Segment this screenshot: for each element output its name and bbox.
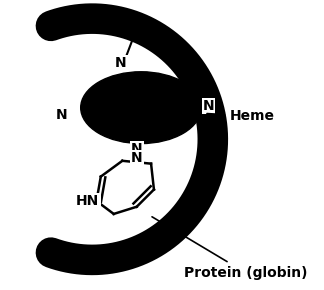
Ellipse shape [81,72,201,144]
Text: Protein (globin): Protein (globin) [152,217,307,280]
Text: N: N [115,56,127,70]
Text: N: N [131,151,143,165]
Text: O$_2$: O$_2$ [133,12,154,31]
Text: Heme: Heme [207,109,275,123]
Text: N: N [56,108,68,122]
Text: N: N [203,99,214,113]
Text: HN: HN [76,194,99,208]
Text: N: N [131,142,143,156]
